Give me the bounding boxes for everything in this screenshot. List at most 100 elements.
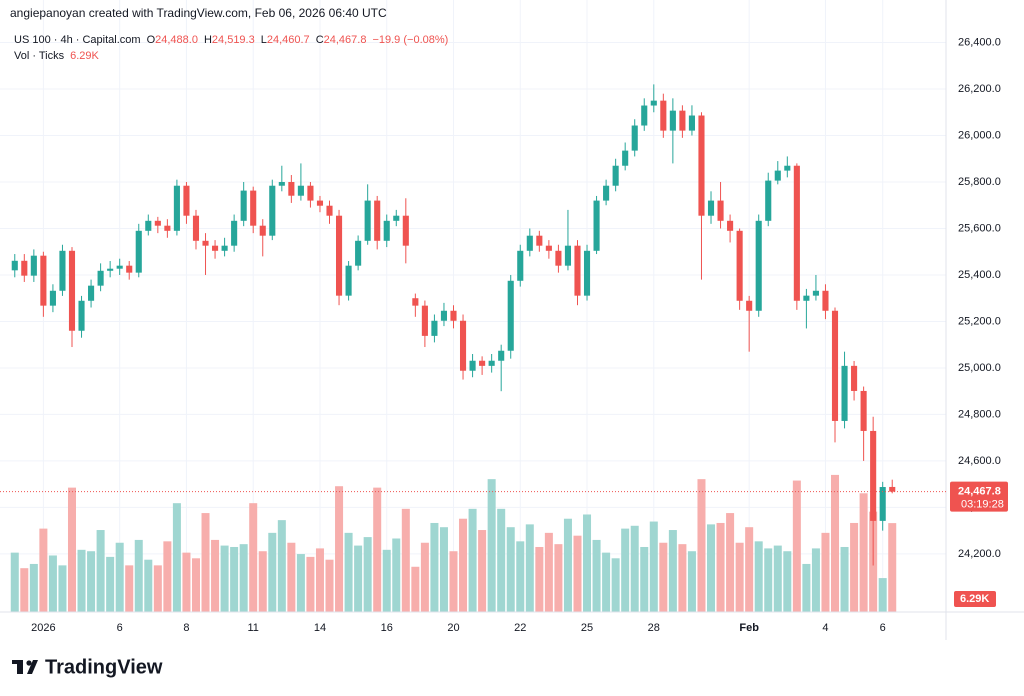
candle-body — [21, 260, 28, 276]
candle-body — [803, 295, 810, 301]
volume-bar — [630, 525, 639, 612]
volume-bar — [439, 527, 448, 612]
x-tick-label: 8 — [183, 622, 189, 634]
volume-bar — [792, 480, 801, 612]
volume-bar — [563, 518, 572, 612]
volume-bar — [201, 513, 210, 612]
candle-body — [154, 220, 161, 226]
volume-label: Vol · Ticks — [14, 50, 65, 62]
candle-body — [450, 310, 457, 321]
countdown: 03:19:28 — [961, 499, 1004, 511]
volume-bar — [583, 514, 592, 612]
volume-bar — [363, 537, 372, 612]
volume-bar — [640, 546, 649, 612]
candle-body — [68, 250, 76, 331]
candle-body — [192, 215, 200, 241]
x-tick-label: 28 — [648, 622, 660, 634]
candle-body — [498, 350, 505, 361]
candle-body — [11, 260, 18, 271]
volume-bar — [392, 538, 401, 612]
volume-bar — [497, 508, 506, 612]
volume-bar — [268, 532, 277, 612]
volume-bar — [611, 558, 620, 612]
candle-body — [469, 360, 476, 371]
candle-body — [231, 220, 238, 246]
candle-body — [135, 230, 142, 273]
candle-body — [583, 250, 591, 296]
volume-bar — [745, 527, 754, 612]
candle-body — [870, 430, 877, 521]
ohlc-label: O — [147, 34, 156, 46]
candle-body — [78, 300, 85, 331]
candle-body — [641, 105, 648, 126]
volume-bar — [525, 524, 534, 612]
symbol: US 100 · 4h · Capital.com — [14, 34, 141, 46]
candle-body — [688, 115, 695, 131]
brand-name: TradingView — [45, 656, 163, 678]
x-tick-label: 11 — [247, 622, 258, 634]
ohlc-value: 24,467.8 — [324, 34, 367, 46]
volume-bar — [306, 556, 315, 612]
candle-body — [488, 360, 495, 366]
price-pane — [11, 84, 896, 566]
volume-bar — [821, 532, 830, 612]
volume-bar — [888, 523, 897, 612]
volume-bar — [106, 556, 115, 612]
candle-body — [593, 200, 600, 251]
candle-body — [250, 190, 257, 226]
candle-body — [240, 190, 247, 221]
volume-bar — [411, 566, 420, 612]
volume-bar — [535, 546, 544, 612]
candle-body — [173, 185, 180, 231]
volume-bar — [153, 565, 162, 612]
volume-value: 6.29K — [70, 50, 99, 62]
volume-bar — [850, 522, 859, 612]
volume-bar — [830, 474, 840, 612]
volume-bar — [544, 532, 553, 612]
candle-body — [145, 220, 152, 231]
volume-bar — [878, 578, 887, 612]
legend-volume: Vol · Ticks 6.29K — [14, 50, 100, 62]
volume-bar — [430, 522, 439, 612]
y-tick-label: 25,800.0 — [958, 176, 1001, 188]
candle-body — [631, 125, 638, 151]
y-tick-label: 24,200.0 — [958, 548, 1001, 560]
candle-body — [126, 265, 133, 273]
logo-shape — [26, 660, 32, 666]
candle-body — [393, 215, 400, 221]
volume-bar — [39, 528, 48, 612]
volume-bar — [621, 528, 630, 612]
volume-bar — [115, 542, 124, 612]
volume-bar — [659, 542, 668, 612]
x-tick-label: 16 — [381, 622, 393, 634]
candle-body — [335, 215, 343, 296]
candle-body — [707, 200, 715, 216]
volume-bar — [77, 549, 86, 612]
volume-bar — [764, 548, 773, 612]
volume-bar — [716, 522, 725, 612]
ohlc-label: H — [204, 34, 212, 46]
volume-bar — [602, 552, 611, 612]
volume-bar — [125, 565, 134, 612]
candle-body — [679, 110, 686, 131]
volume-bar — [697, 479, 706, 612]
volume-bar — [258, 551, 267, 612]
candle-body — [717, 200, 724, 221]
volume-bar — [58, 565, 67, 612]
volume-bar — [592, 539, 601, 612]
candle-body — [307, 185, 314, 201]
candle-body — [355, 240, 362, 266]
candle-body — [297, 185, 304, 196]
volume-bar — [87, 551, 96, 612]
candle-body — [421, 305, 428, 336]
x-tick-label: 14 — [314, 622, 326, 634]
logo-shape — [27, 660, 38, 674]
candle-body — [822, 290, 829, 311]
candle-body — [164, 225, 171, 231]
candle-body — [507, 280, 514, 351]
change: −19.9 (−0.08%) — [372, 34, 448, 46]
candle-body — [660, 100, 667, 131]
x-tick-label: 4 — [822, 622, 828, 634]
volume-bar — [335, 486, 344, 612]
